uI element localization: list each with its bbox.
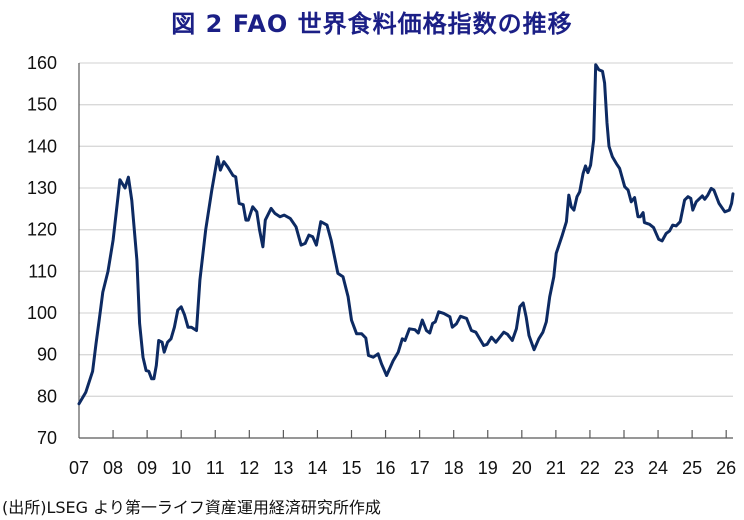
x-tick-label: 19	[478, 458, 498, 478]
x-tick-label: 14	[307, 458, 327, 478]
x-tick-label: 07	[69, 458, 89, 478]
y-tick-label: 70	[37, 428, 57, 448]
x-tick-label: 11	[206, 458, 225, 478]
chart-title: 図 2 FAO 世界食料価格指数の推移	[171, 10, 573, 38]
y-tick-label: 150	[27, 95, 57, 115]
source-footnote: (出所)LSEG より第一ライフ資産運用経済研究所作成	[2, 498, 381, 517]
x-tick-label: 23	[614, 458, 634, 478]
x-tick-label: 25	[682, 458, 702, 478]
x-tick-label: 12	[239, 458, 259, 478]
x-tick-label: 09	[137, 458, 157, 478]
x-tick-label: 10	[171, 458, 191, 478]
y-tick-label: 90	[37, 345, 57, 365]
x-tick-label: 22	[580, 458, 600, 478]
x-tick-label: 20	[512, 458, 532, 478]
x-tick-label: 21	[546, 458, 566, 478]
x-tick-label: 13	[273, 458, 293, 478]
fao-index-line	[77, 63, 735, 406]
y-axis-ticks: 70 80 90 100 110 120 130 140 150 160	[27, 53, 57, 448]
y-tick-label: 110	[28, 261, 57, 281]
x-tick-label: 08	[103, 458, 123, 478]
y-tick-label: 140	[27, 136, 57, 156]
x-axis: 07 08 09 10 11 12 13 14 15 16 17 18 19 20 21 22 23 24 25 26	[69, 63, 736, 478]
y-tick-label: 160	[27, 53, 57, 73]
y-tick-label: 80	[37, 386, 57, 406]
x-tick-label: 17	[410, 458, 430, 478]
x-tick-label: 24	[648, 458, 668, 478]
gridlines	[79, 62, 733, 397]
x-tick-label: 16	[376, 458, 396, 478]
y-tick-label: 100	[27, 303, 57, 323]
y-tick-label: 120	[27, 220, 57, 240]
x-tick-label: 18	[444, 458, 464, 478]
series	[77, 63, 735, 406]
y-tick-label: 130	[27, 178, 57, 198]
x-tick-label: 26	[716, 458, 736, 478]
x-tick-label: 15	[341, 458, 361, 478]
